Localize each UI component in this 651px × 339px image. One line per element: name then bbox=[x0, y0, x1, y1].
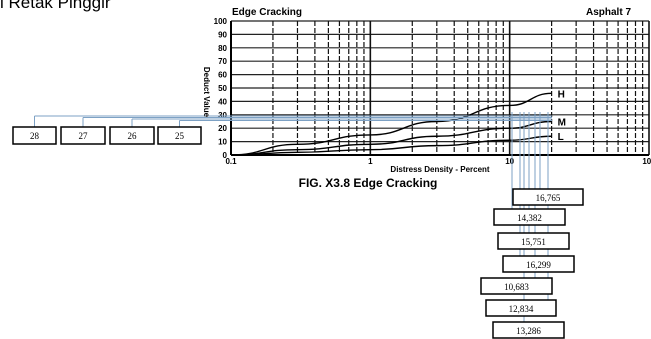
x-tick-label: 1 bbox=[368, 157, 373, 166]
deduct-value-label: 27 bbox=[79, 131, 89, 141]
y-tick-label: 0 bbox=[223, 151, 228, 160]
curve-label-l: L bbox=[558, 132, 564, 143]
density-value-box bbox=[502, 255, 575, 273]
value-boxes: 28 27 26 2516,76514,38215,75116,29910,68312… bbox=[12, 126, 584, 339]
y-tick-label: 20 bbox=[218, 124, 227, 133]
deduct-value-box bbox=[12, 126, 57, 145]
density-value-box bbox=[497, 232, 570, 250]
density-value-box bbox=[480, 277, 553, 295]
density-value-label: 16,299 bbox=[526, 260, 551, 270]
deduct-value-box bbox=[109, 126, 155, 145]
density-value-box bbox=[512, 188, 584, 206]
y-tick-label: 30 bbox=[218, 111, 227, 120]
deduct-value-label: 26 bbox=[128, 131, 138, 141]
x-tick-label: 100 bbox=[642, 157, 651, 166]
density-value-box bbox=[493, 208, 566, 226]
y-tick-label: 10 bbox=[218, 138, 227, 147]
deduct-value-box bbox=[157, 126, 202, 145]
page-caption: l Retak Pinggir bbox=[0, 0, 111, 12]
density-value-box bbox=[492, 321, 565, 339]
y-tick-label: 80 bbox=[218, 44, 227, 53]
density-value-label: 16,765 bbox=[536, 193, 561, 203]
chart-curves: LM H bbox=[230, 89, 566, 156]
curve-m bbox=[230, 120, 552, 156]
y-tick-label: 40 bbox=[218, 97, 227, 106]
x-tick-label: 10 bbox=[505, 157, 514, 166]
figure-caption: FIG. X3.8 Edge Cracking bbox=[299, 176, 438, 190]
density-value-label: 12,834 bbox=[509, 304, 534, 314]
curve-l bbox=[230, 135, 552, 156]
deduct-value-label: 28 bbox=[30, 131, 40, 141]
curve-label-m: M bbox=[558, 118, 566, 129]
chart-title: Edge Cracking bbox=[232, 7, 302, 18]
y-tick-label: 70 bbox=[218, 57, 227, 66]
chart-text: Edge Cracking Asphalt 7 Deduct Value Dis… bbox=[202, 7, 631, 190]
x-tick-label: 0.1 bbox=[225, 157, 237, 166]
chart-grid bbox=[230, 20, 650, 156]
y-tick-label: 50 bbox=[218, 84, 227, 93]
density-value-label: 13,286 bbox=[516, 326, 541, 336]
density-value-label: 15,751 bbox=[521, 237, 546, 247]
y-tick-label: 90 bbox=[218, 30, 227, 39]
curve-h bbox=[230, 92, 552, 156]
density-value-label: 10,683 bbox=[504, 282, 529, 292]
y-tick-label: 60 bbox=[218, 71, 227, 80]
density-value-box bbox=[485, 299, 557, 317]
curve-label-h: H bbox=[558, 89, 565, 100]
deduct-value-label: 25 bbox=[175, 131, 185, 141]
deduct-value-box bbox=[60, 126, 106, 145]
chart-subtitle: Asphalt 7 bbox=[586, 7, 631, 18]
y-tick-label: 100 bbox=[214, 17, 228, 26]
reading-guide-lines bbox=[34, 112, 552, 322]
density-value-label: 14,382 bbox=[517, 213, 542, 223]
y-axis-label: Deduct Value bbox=[202, 67, 211, 118]
x-axis-label: Distress Density - Percent bbox=[390, 165, 489, 174]
chart-axes: 0 10 20 30 40 50 60 70 80 90 100 0.1 1 10 100 bbox=[214, 17, 651, 166]
